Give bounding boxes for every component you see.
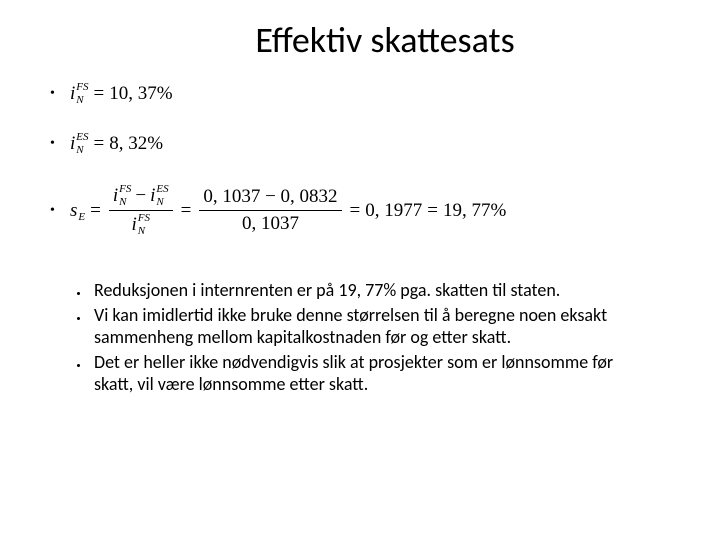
f3-den-sup: FS	[138, 213, 150, 224]
bullet-icon: •	[50, 86, 70, 102]
f3-den-var: i	[131, 214, 136, 236]
formula-2-var: i	[70, 133, 75, 155]
bullet-icon: •	[50, 203, 70, 219]
formula-2: • i ES N = 8, 32%	[50, 132, 670, 156]
formula-3-numeric-fraction: 0, 1037 − 0, 0832 0, 1037	[199, 184, 341, 237]
f3-num-t2-var: i	[150, 185, 155, 207]
f3-numeric-top: 0, 1037 − 0, 0832	[199, 184, 341, 210]
formula-1-rhs: 10, 37%	[109, 83, 172, 105]
f3-result-decimal: 0, 1977	[365, 200, 422, 222]
slide-title: Effektiv skattesats	[100, 18, 670, 62]
bullet-list: Reduksjonen i internrenten er på 19, 77%…	[90, 279, 650, 396]
bullet-item: Vi kan imidlertid ikke bruke denne størr…	[90, 304, 650, 349]
formula-1-sup: FS	[76, 82, 88, 93]
formula-1: • i FS N = 10, 37%	[50, 82, 670, 106]
formula-3: • s E = i FS N − i	[50, 182, 670, 239]
f3-den-sub: N	[138, 226, 150, 237]
f3-num-t2-sub: N	[156, 197, 168, 208]
bullet-icon: •	[50, 136, 70, 152]
f3-num-t1-sup: FS	[119, 184, 131, 195]
f3-result-pct: 19, 77%	[443, 200, 506, 222]
bullet-item: Det er heller ikke nødvendigvis slik at …	[90, 351, 650, 396]
formula-block: • i FS N = 10, 37% • i ES N = 8, 32%	[50, 82, 670, 239]
formula-3-symbolic-fraction: i FS N − i ES N i	[109, 182, 173, 239]
f3-numeric-bot: 0, 1037	[238, 211, 303, 237]
formula-3-lhs-var: s	[70, 200, 77, 222]
bullet-item: Reduksjonen i internrenten er på 19, 77%…	[90, 279, 650, 302]
formula-3-lhs-sup	[78, 199, 85, 210]
formula-2-sup: ES	[76, 132, 88, 143]
f3-num-t2-sup: ES	[156, 184, 168, 195]
slide: Effektiv skattesats • i FS N = 10, 37% •…	[0, 0, 720, 540]
formula-3-lhs-sub: E	[78, 212, 85, 223]
formula-1-var: i	[70, 83, 75, 105]
formula-1-sub: N	[76, 95, 88, 106]
formula-2-rhs: 8, 32%	[109, 133, 163, 155]
f3-num-t1-sub: N	[119, 197, 131, 208]
formula-2-sub: N	[76, 145, 88, 156]
f3-num-t1-var: i	[113, 185, 118, 207]
